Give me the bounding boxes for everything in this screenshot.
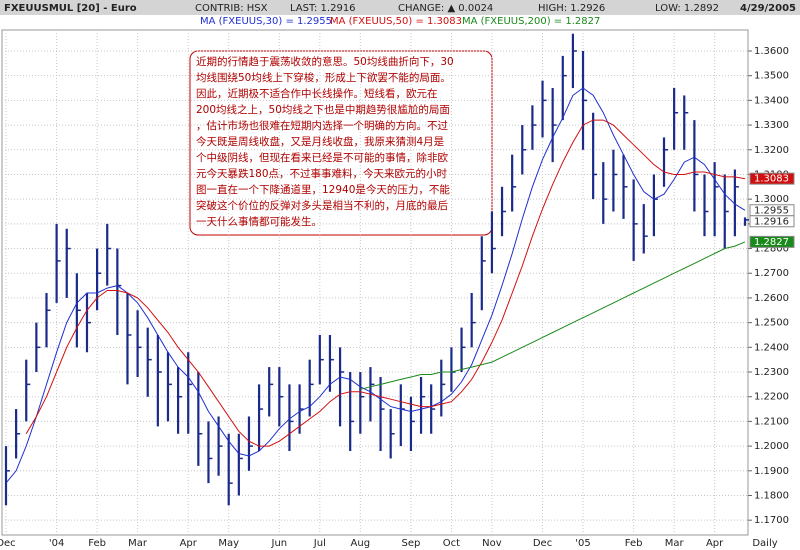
y-tick-label: 1.2800 [754,244,789,255]
x-tick-label: Feb [88,538,106,549]
x-tick-label: May [218,538,239,549]
header-bar [0,0,800,15]
annotation-line: 近期的行情趋于震荡收敛的意思。50均线曲折向下，30 [196,55,454,68]
x-tick-label: Sep [402,538,421,549]
y-tick-label: 1.2000 [754,441,789,452]
y-tick-label: 1.3000 [754,194,789,205]
x-tick-label: Oct [443,538,460,549]
x-tick-label: Apr [706,538,724,549]
value-tag-label: 1.2827 [754,237,789,248]
y-tick-label: 1.2500 [754,318,789,329]
y-tick-label: 1.3300 [754,120,789,131]
value-tag-label: 1.3083 [754,174,789,185]
x-tick-label: Mar [665,538,685,549]
y-tick-label: 1.3200 [754,145,789,156]
header-text: FXEUUSMUL [20] - Euro [4,3,137,14]
y-tick-label: 1.2400 [754,342,789,353]
header-text: 4/29/2005 [740,3,796,14]
y-tick-label: 1.2700 [754,268,789,279]
x-tick-label: Nov [482,538,502,549]
annotation-line: 个中级阴线，但现在看来已经是不可能的事情，除非欧 [196,151,448,164]
annotation-line: 图一直在一个下降通道里，12940是今天的压力，不能 [196,183,450,196]
legend-entry: MA (FXEUUS,200) = 1.2827 [462,16,600,27]
value-tag-label: 1.2916 [754,216,789,227]
x-axis-label: Daily [752,538,777,549]
value-tag-label: 1.2955 [754,205,789,216]
annotation-line: 200均线之上，50均线之下也是中期趋势很尴尬的局面 [196,103,450,116]
ma-line [360,241,746,390]
header-text: CHANGE: ▲ 0.0024 [398,3,493,14]
y-tick-label: 1.2600 [754,293,789,304]
x-tick-label: Jul [313,538,326,549]
x-tick-label: '04 [49,538,64,549]
header-text: HIGH: 1.2926 [538,3,605,14]
x-tick-label: '05 [575,538,590,549]
x-tick-label: Aug [351,538,371,549]
value-tag [749,215,795,228]
header-text: LAST: 1.2916 [290,3,356,14]
y-tick-label: 1.2300 [754,367,789,378]
y-tick-label: 1.3600 [754,46,789,57]
x-tick-label: Feb [625,538,643,549]
header-text: CONTRIB: HSX [195,3,268,14]
x-tick-label: Dec [533,538,552,549]
value-tag [749,172,795,185]
x-tick-label: Mar [128,538,148,549]
annotation-line: 因此，近期极不适合作中长线操作。短线看，欧元在 [196,87,438,100]
y-tick-label: 1.3400 [754,95,789,106]
legend-entry: MA (FXEUUS,30) = 1.2955 [200,16,332,27]
ma-line [25,119,746,447]
header-text: LOW: 1.2892 [655,3,719,14]
annotation-line: 突破这个价位的反弹对多头是相当不利的，月底的最后 [196,199,448,212]
annotation-line: 元今天暴跌180点，不过事事难料，今天来欧元的小时 [196,167,448,180]
x-tick-label: Dec [0,538,16,549]
annotation-line: 今天既是周线收盘，又是月线收盘，我原来猜测4月是 [196,135,445,148]
annotation-line: 均线围绕50均线上下穿梭，形成上下欲罢不能的局面。 [196,71,451,84]
x-tick-label: Jun [271,538,288,549]
y-tick-label: 1.3500 [754,71,789,82]
y-tick-label: 1.1800 [754,490,789,501]
value-tag [749,235,795,248]
y-tick-label: 1.2200 [754,392,789,403]
annotation-line: 一天什么事情都可能发生。 [196,215,322,228]
x-tick-label: Apr [180,538,198,549]
y-tick-label: 1.1900 [754,466,789,477]
annotation-line: ，估计市场也很难在短期内选择一个明确的方向。不过 [196,119,448,132]
y-tick-label: 1.1700 [754,515,789,526]
plot-frame [1,29,749,536]
y-tick-label: 1.2100 [754,416,789,427]
legend-entry: MA (FXEUUS,50) = 1.3083 [330,16,462,27]
